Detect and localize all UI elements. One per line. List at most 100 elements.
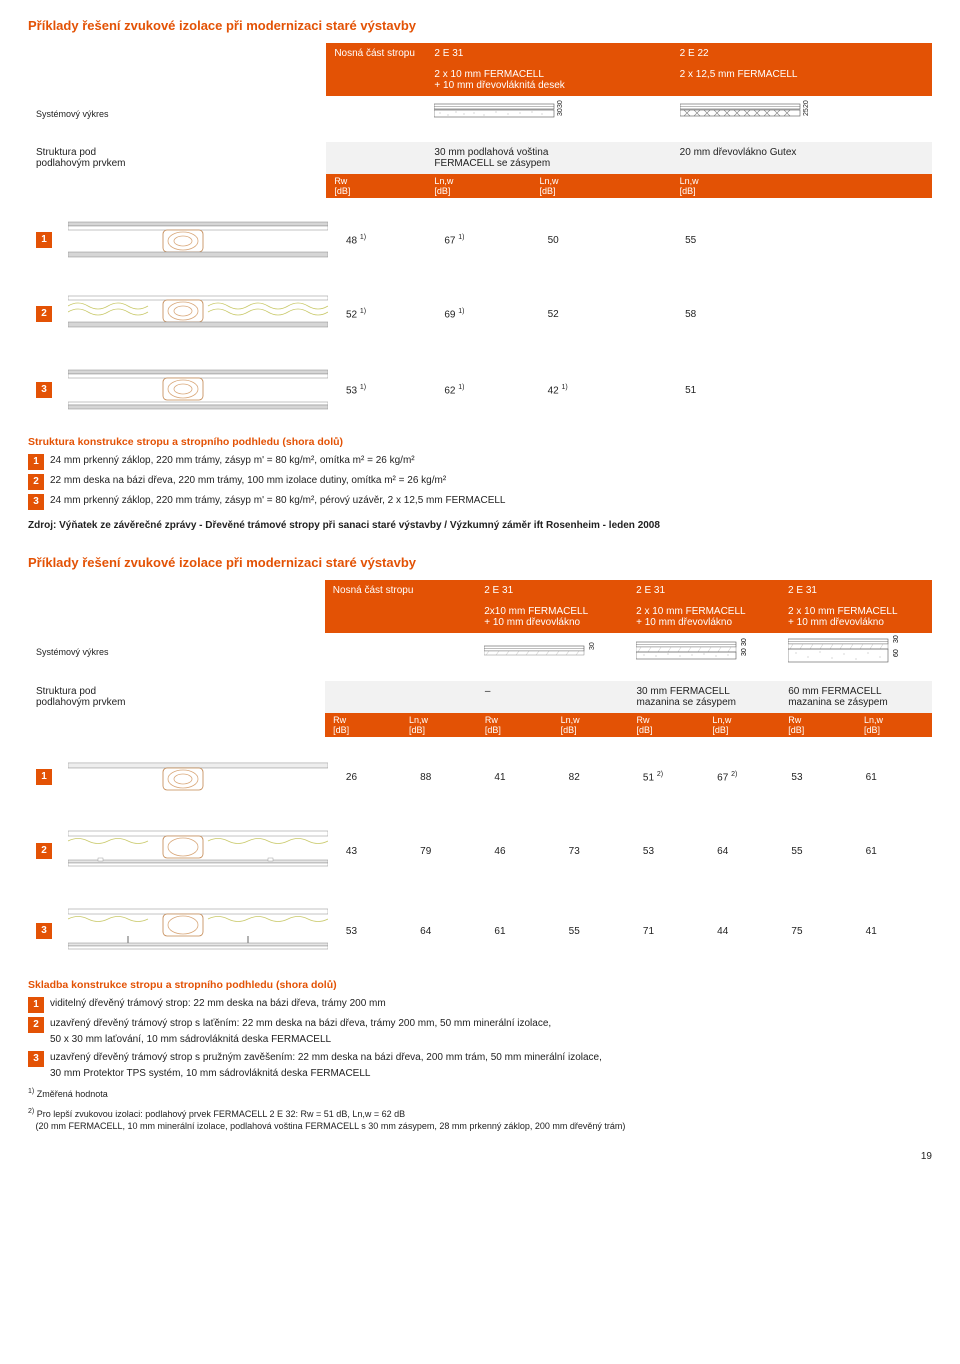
struct-pod-c1: 30 mm podlahová voština FERMACELL se zás… xyxy=(426,142,671,174)
ceiling2-diagram-2 xyxy=(68,827,328,875)
section1-substrate-table: Struktura pod podlahovým prvkem 30 mm po… xyxy=(28,142,932,198)
structure-title: Struktura konstrukce stropu a stropního … xyxy=(28,436,932,448)
structure-item: 1viditelný dřevěný trámový strop: 22 mm … xyxy=(28,997,932,1013)
cell-value: 88 xyxy=(420,772,431,783)
ceiling-diagram-1 xyxy=(68,218,328,262)
cell-value: 53 xyxy=(643,846,654,857)
cell-value: 53 xyxy=(346,926,357,937)
cell-value: 64 xyxy=(420,926,431,937)
section2-title: Příklady řešení zvukové izolace při mode… xyxy=(28,555,932,570)
unit-rw-sub: [dB] xyxy=(334,186,350,196)
section2-structure: Skladba konstrukce stropu a stropního po… xyxy=(28,979,932,1081)
cell-value: 53 xyxy=(346,385,357,396)
table-row: 3 53 1) 62 1) 42 1) 51 xyxy=(28,356,932,424)
cell-value: 51 xyxy=(685,385,696,396)
section1-data-table: 2 xyxy=(28,282,932,346)
cell-value: 67 xyxy=(444,235,455,246)
unit-lnw: Ln,w xyxy=(434,176,453,186)
cell-value: 71 xyxy=(643,926,654,937)
cell-value: 53 xyxy=(791,772,802,783)
cell-value: 43 xyxy=(346,846,357,857)
cell-value: 46 xyxy=(494,846,505,857)
cell-value: 44 xyxy=(717,926,728,937)
structure-title: Skladba konstrukce stropu a stropního po… xyxy=(28,979,932,991)
floor-diagram-2e22: 20 25 xyxy=(680,98,815,130)
section1-source: Zdroj: Výňatek ze závěrečné zprávy - Dře… xyxy=(28,520,932,531)
cell-value: 73 xyxy=(569,846,580,857)
table-row: 2 xyxy=(28,817,932,885)
col-c: 2 E 31 xyxy=(780,580,932,601)
cell-value: 55 xyxy=(791,846,802,857)
struct-pod-cb: 30 mm FERMACELL mazanina se zásypem xyxy=(629,681,781,713)
floor-diagram-b: 30 30 xyxy=(636,638,756,666)
col-2e22-sub: 2 x 12,5 mm FERMACELL xyxy=(672,64,932,96)
col-2e31-sub: 2 x 10 mm FERMACELL + 10 mm dřevovláknit… xyxy=(426,64,671,96)
cell-value: 75 xyxy=(791,926,802,937)
cell-value: 67 xyxy=(717,772,728,783)
structure-item: 222 mm deska na bázi dřeva, 220 mm trámy… xyxy=(28,474,932,490)
cell-value: 26 xyxy=(346,772,357,783)
svg-text:30: 30 xyxy=(589,642,596,650)
struct-pod-label: Struktura pod podlahovým prvkem xyxy=(28,142,326,174)
cell-value: 48 xyxy=(346,235,357,246)
row-number: 1 xyxy=(36,232,52,248)
footnote: 1) Změřená hodnota xyxy=(28,1087,932,1101)
col-nosna: Nosná část stropu xyxy=(325,580,476,601)
cell-value: 41 xyxy=(494,772,505,783)
section1-structure: Struktura konstrukce stropu a stropního … xyxy=(28,436,932,510)
table-row: 1 48 1) 67 1) 50 55 xyxy=(28,208,932,272)
unit-rw: Rw xyxy=(334,176,347,186)
unit-lnw-sub: [dB] xyxy=(434,186,450,196)
cell-value: 62 xyxy=(444,385,455,396)
cell-value: 58 xyxy=(685,309,696,320)
table-row: 2 xyxy=(28,282,932,346)
floor-diagram-c: 30 60 xyxy=(788,635,908,669)
section2-data-table: 1 26 88 41 82 51 2) 67 2) 53 61 xyxy=(28,747,932,807)
col-b: 2 E 31 xyxy=(628,580,780,601)
cell-value: 61 xyxy=(494,926,505,937)
svg-text:30: 30 xyxy=(741,648,748,656)
cell-value: 51 xyxy=(643,772,654,783)
struct-pod-c2: 20 mm dřevovlákno Gutex xyxy=(672,142,932,174)
row-number: 2 xyxy=(36,843,52,859)
cell-value: 50 xyxy=(548,235,559,246)
struct-pod-ca: – xyxy=(477,681,629,713)
struct-pod-label: Struktura pod podlahovým prvkem xyxy=(28,681,325,713)
cell-value: 41 xyxy=(866,926,877,937)
floor-diagram-a: 30 xyxy=(484,641,604,663)
section-1: Příklady řešení zvukové izolace při mode… xyxy=(28,18,932,531)
cell-value: 64 xyxy=(717,846,728,857)
col-2e31: 2 E 31 xyxy=(426,43,531,64)
section2-substrate-table: Struktura pod podlahovým prvkem – 30 mm … xyxy=(28,681,932,737)
col-a: 2 E 31 xyxy=(476,580,628,601)
struct-pod-cc: 60 mm FERMACELL mazanina se zásypem xyxy=(780,681,932,713)
svg-text:20: 20 xyxy=(803,100,810,108)
svg-text:60: 60 xyxy=(893,649,900,657)
footnote: 2) Pro lepší zvukovou izolaci: podlahový… xyxy=(28,1107,932,1133)
ceiling-diagram-3 xyxy=(68,366,328,414)
cell-value: 42 xyxy=(548,385,559,396)
svg-text:30: 30 xyxy=(893,635,900,643)
sys-vykres-label: Systémový výkres xyxy=(28,633,325,671)
svg-text:30: 30 xyxy=(557,100,564,108)
page-number: 19 xyxy=(28,1151,932,1162)
section2-data-table: 2 xyxy=(28,817,932,885)
floor-diagram-2e31: 30 30 xyxy=(434,98,569,130)
table-row: 1 26 88 41 82 51 2) 67 2) 53 61 xyxy=(28,747,932,807)
col-2e22: 2 E 22 xyxy=(672,43,932,64)
section1-title: Příklady řešení zvukové izolace při mode… xyxy=(28,18,932,33)
cell-value: 55 xyxy=(569,926,580,937)
structure-item: 3uzavřený dřevěný trámový strop s pružný… xyxy=(28,1051,932,1081)
ceiling2-diagram-3 xyxy=(68,905,328,957)
cell-value: 55 xyxy=(685,235,696,246)
section1-data-table: 3 53 1) 62 1) 42 1) 51 xyxy=(28,356,932,424)
section2-header-table: Nosná část stropu 2 E 31 2 E 31 2 E 31 2… xyxy=(28,580,932,671)
svg-text:30: 30 xyxy=(557,108,564,116)
structure-item: 124 mm prkenný záklop, 220 mm trámy, zás… xyxy=(28,454,932,470)
table-row: 3 xyxy=(28,895,932,967)
section2-data-table: 3 xyxy=(28,895,932,967)
cell-value: 69 xyxy=(444,309,455,320)
col-nosna: Nosná část stropu xyxy=(326,43,426,64)
sys-vykres-label: Systémový výkres xyxy=(28,96,326,132)
row-number: 2 xyxy=(36,306,52,322)
